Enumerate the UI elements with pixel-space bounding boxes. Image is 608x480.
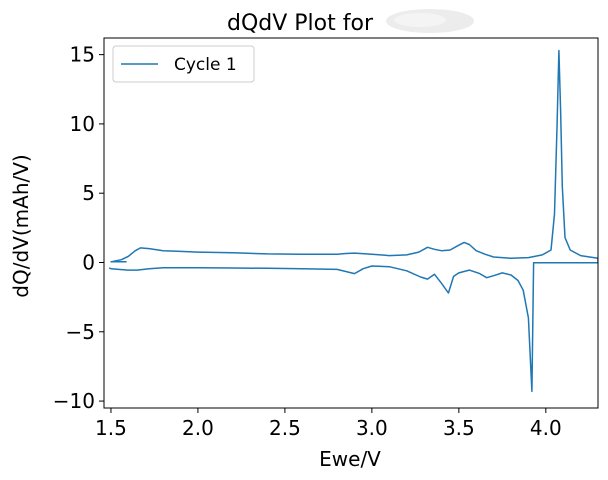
x-tick-label: 4.0	[530, 416, 562, 440]
legend-label-cycle-1: Cycle 1	[174, 55, 237, 75]
x-tick-label: 2.5	[269, 416, 301, 440]
x-tick-label: 3.0	[356, 416, 388, 440]
chart-title: dQdV Plot for	[227, 11, 374, 36]
plot-frame	[103, 37, 599, 409]
y-tick-label: −10	[53, 389, 95, 413]
legend: Cycle 1	[112, 45, 255, 83]
y-tick-label: 15	[70, 43, 95, 67]
x-tick-label: 1.5	[95, 416, 127, 440]
x-tick-label: 3.5	[443, 416, 475, 440]
x-axis-label: Ewe/V	[319, 447, 381, 471]
y-tick-label: −5	[66, 320, 95, 344]
y-axis-label: dQ/dV(mAh/V)	[9, 154, 33, 297]
y-tick-label: 0	[82, 250, 95, 274]
x-tick-label: 2.0	[182, 416, 214, 440]
legend-box	[112, 45, 255, 83]
y-tick-label: 10	[70, 112, 95, 136]
redaction-blur	[386, 9, 474, 33]
plot-area: 1.5 2.0 2.5 3.0 3.5 4.0 −10 −5 0 5 10 15	[53, 37, 599, 440]
series-line-cycle-1	[108, 49, 598, 393]
y-tick-label: 5	[82, 181, 95, 205]
